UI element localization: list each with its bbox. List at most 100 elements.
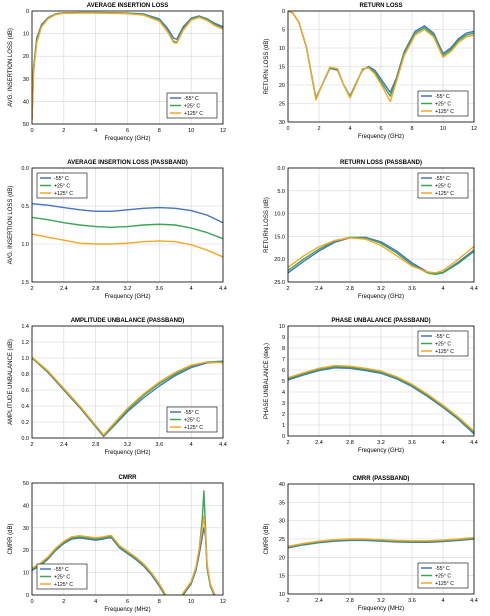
x-tick-label: 2.4 [315,286,323,292]
legend-label: +125° C [435,581,454,587]
legend-label: +25° C [435,342,451,348]
y-tick-label: 50 [23,122,29,128]
series-line-m55 [32,203,223,224]
x-axis-label: Frequency (GHz) [358,134,404,140]
series-line-p25 [288,366,474,434]
legend-label: -55° C [184,96,199,102]
y-tick-label: 0.0 [277,166,285,172]
plot-frame [31,325,224,439]
y-axis-label: AVG. INSERTION LOSS (dB) [8,186,14,265]
legend-label: -55° C [54,567,69,573]
y-axis-label: AVG. INSERTION LOSS (dB) [8,28,14,107]
chart-title: CMRR (PASSBAND) [353,476,410,482]
y-tick-label: 50 [23,481,29,487]
legend-label: +125° C [54,582,73,588]
legend-label: -55° C [435,566,450,572]
chart-1: 0 2 4 6 8 10 12 0 5 10 15 20 25 30 RETURN LOSS Frequenc… [264,3,477,140]
x-axis-label: Frequency (MHz) [358,606,404,612]
plot-frame [31,167,224,283]
x-tick-label: 2.4 [60,286,68,292]
y-tick-label: 0 [282,434,285,440]
y-tick-label: 40 [23,503,29,509]
y-tick-label: 1.0 [21,242,29,248]
chart-title: RETURN LOSS [359,3,402,9]
y-tick-label: 1.0 [21,356,29,362]
legend-label: +25° C [54,184,70,190]
chart-4: 2 2.4 2.8 3.2 3.6 4 4.4 0.0 0.2 0.4 0.6 0.8 1.0 1.2 1.… [8,318,227,456]
x-tick-label: 3.6 [408,598,416,604]
series-line-m55 [288,367,474,435]
y-tick-label: 0.8 [21,372,29,378]
y-axis-label: CMRR (dB) [8,523,14,554]
x-tick-label: 4 [348,126,351,132]
legend: -55° C +25° C+125° C [417,562,469,589]
x-tick-label: 2 [317,126,320,132]
y-tick-label: 7 [282,357,285,363]
legend-label: +25° C [184,418,200,424]
x-tick-label: 12 [471,126,477,132]
y-tick-label: 1.2 [21,340,29,346]
y-tick-label: 20 [23,548,29,554]
chart-title: CMRR [119,475,138,481]
x-tick-label: 10 [188,599,194,605]
x-tick-label: 3.6 [408,440,416,446]
x-tick-label: 2 [62,599,65,605]
x-tick-label: 2.8 [92,286,100,292]
chart-title: AVERAGE INSERTION LOSS [87,3,169,9]
y-tick-label: 30 [279,519,285,525]
legend-label: +25° C [435,574,451,580]
legend-label: +125° C [435,109,454,115]
legend: -55° C +25° C+125° C [417,90,469,117]
x-tick-label: 2.8 [346,440,354,446]
y-tick-label: 10 [279,592,285,598]
y-tick-label: 25.0 [274,280,285,286]
y-tick-label: 1 [282,423,285,429]
y-tick-label: 0.4 [21,404,29,410]
chart-title: AVERAGE INSERTION LOSS (PASSBAND) [67,160,187,166]
x-axis-label: Frequency (GHz) [358,294,404,300]
x-tick-label: 3.6 [408,286,416,292]
y-tick-label: 5.0 [277,189,285,195]
y-tick-label: 20.0 [274,257,285,263]
y-tick-label: 30 [279,120,285,126]
x-tick-label: 8 [158,599,161,605]
x-axis-label: Frequency (GHz) [104,450,150,456]
x-axis-label: Frequency (GHz) [358,448,404,454]
chart-title: RETURN LOSS (PASSBAND) [340,160,422,166]
x-tick-label: 0 [30,599,33,605]
x-tick-label: 4 [441,440,444,446]
legend: -55° C +25° C+125° C [36,563,88,590]
x-tick-label: 6 [126,599,129,605]
x-tick-label: 12 [220,599,226,605]
plot-frame [287,10,475,123]
x-tick-label: 2.8 [346,286,354,292]
x-tick-label: 4 [441,598,444,604]
y-tick-label: 0 [26,593,29,599]
legend-box [36,563,88,590]
series-line-p125 [32,12,223,120]
x-tick-label: 2.8 [92,442,100,448]
series-line-p125 [32,356,223,436]
y-tick-label: 4 [282,390,285,396]
x-tick-label: 10 [440,126,446,132]
chart-6: 0 2 4 6 8 10 12 0 10 20 30 40 50 CMRR Frequency (MHz) C… [8,475,226,613]
y-tick-label: 6 [282,368,285,374]
y-tick-label: 25 [279,537,285,543]
x-tick-label: 3.2 [377,286,385,292]
series-line-p125 [288,237,474,274]
y-tick-label: 35 [279,500,285,506]
plot-frame [287,325,475,437]
legend: -55° C +25° C+125° C [417,172,469,199]
y-tick-label: 15.0 [274,234,285,240]
x-tick-label: 4.4 [219,286,227,292]
y-tick-label: 5 [282,379,285,385]
series-line-p25 [288,537,474,548]
y-axis-label: RETURN LOSS (dB) [264,197,270,253]
series-line-p125 [32,233,223,258]
legend-label: +125° C [184,425,203,431]
x-tick-label: 2 [286,440,289,446]
y-tick-label: 10 [279,324,285,330]
y-tick-label: 0 [26,9,29,15]
y-tick-label: 0 [282,9,285,15]
plot-frame [287,167,475,283]
